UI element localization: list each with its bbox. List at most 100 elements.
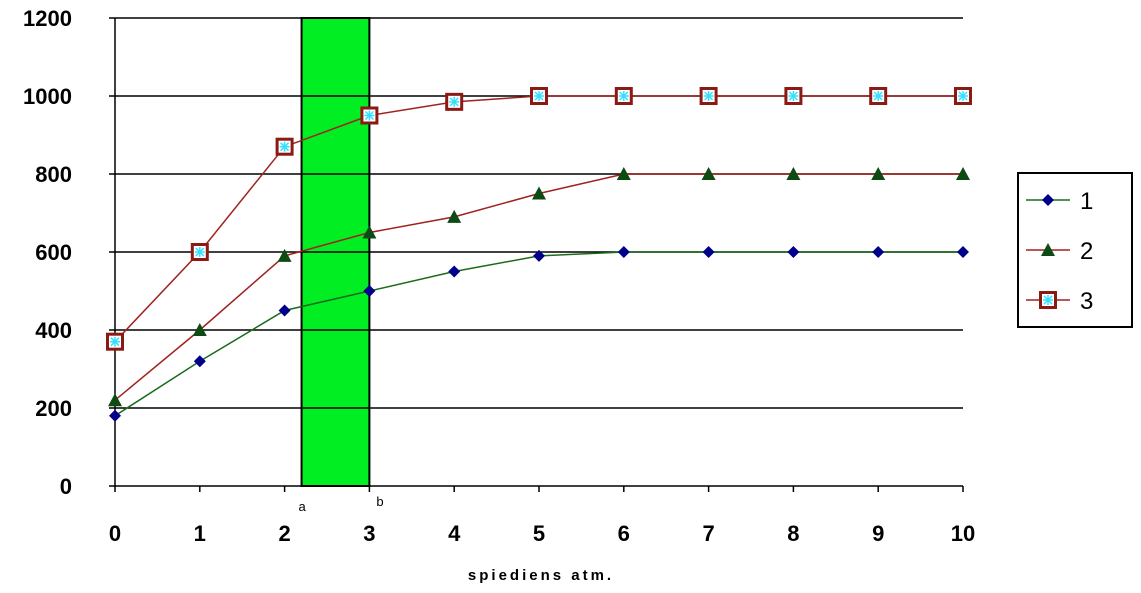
tick-labels: 0 200 400 600 800 1000 1200 0 1 2 3 4 5 6 7 8 9 10 (23, 6, 975, 546)
series-1 (109, 246, 969, 422)
x-tick-label: 0 (109, 521, 121, 546)
x-tick-label: 10 (951, 521, 975, 546)
x-tick-label: 9 (872, 521, 884, 546)
x-tick-label: 8 (787, 521, 799, 546)
triangle-marker (956, 167, 970, 180)
x-tick-label: 4 (448, 521, 461, 546)
data-point (106, 332, 124, 351)
data-point (108, 393, 122, 407)
star-stroke (449, 97, 459, 107)
data-point (702, 246, 715, 258)
legend-items: 1 2 3 (1026, 188, 1093, 315)
data-point (109, 409, 121, 422)
x-tick-label: 3 (363, 521, 375, 546)
legend-label: 1 (1080, 188, 1093, 215)
y-tick-label: 1200 (23, 6, 72, 31)
star-stroke (364, 110, 374, 121)
data-point (954, 87, 972, 105)
x-tick-label: 2 (278, 521, 290, 546)
series-line (114, 173, 963, 401)
data-point (871, 167, 886, 180)
legend-label: 2 (1080, 238, 1093, 265)
series-layer (106, 87, 972, 422)
x-axis-label: spiediens atm. (468, 567, 614, 584)
triangle-marker (108, 393, 122, 407)
triangle-marker (616, 167, 631, 180)
triangle-marker (532, 186, 546, 200)
data-point (956, 167, 970, 180)
series-line (114, 95, 963, 343)
star-stroke (873, 91, 883, 101)
data-point (193, 355, 206, 368)
legend-entry-3: 3 (1026, 288, 1093, 315)
star-stroke (958, 91, 968, 101)
gridlines (115, 17, 963, 409)
legend-entry-1: 1 (1026, 188, 1093, 215)
data-point (614, 87, 633, 105)
diamond-marker (957, 246, 969, 258)
legend-marker (1042, 194, 1054, 206)
data-point (447, 209, 462, 223)
diamond-marker (363, 285, 376, 297)
legend-label: 3 (1080, 288, 1093, 315)
x-tick-label: 5 (533, 521, 545, 546)
star-stroke (704, 91, 714, 101)
star-stroke (110, 337, 120, 347)
triangle-marker (192, 323, 207, 336)
diamond-marker (617, 246, 630, 258)
data-point (699, 87, 718, 105)
data-point (872, 246, 885, 258)
diamond-marker (533, 249, 545, 262)
data-point (277, 248, 292, 262)
y-tick-label: 600 (35, 240, 72, 265)
x-tick-label: 7 (702, 521, 714, 546)
triangle-marker (786, 167, 801, 180)
series-3 (106, 87, 972, 351)
data-point (360, 106, 379, 125)
diamond-marker (1042, 194, 1054, 206)
band-start-label: a (299, 499, 307, 514)
band-end-label: b (376, 494, 383, 509)
data-point (957, 246, 969, 258)
legend-marker (1041, 243, 1055, 256)
series-2 (108, 167, 970, 407)
data-point (533, 249, 545, 262)
triangle-marker (362, 225, 377, 239)
diamond-marker (109, 409, 121, 422)
data-point (786, 167, 801, 180)
y-tick-label: 400 (35, 318, 72, 343)
data-point (190, 243, 209, 261)
data-point (530, 87, 548, 105)
diamond-marker (702, 246, 715, 258)
axes (109, 17, 964, 492)
triangle-marker (447, 209, 462, 223)
diamond-marker (872, 246, 885, 258)
data-point (787, 246, 800, 258)
diamond-marker (448, 265, 461, 278)
data-point (363, 285, 376, 297)
data-point (701, 167, 716, 180)
star-stroke (619, 91, 629, 101)
data-point (448, 265, 461, 278)
star-stroke (195, 247, 205, 257)
y-tick-label: 1000 (23, 84, 72, 109)
legend-entry-2: 2 (1026, 238, 1093, 265)
star-stroke (280, 142, 290, 152)
star-stroke (534, 91, 544, 101)
triangle-marker (277, 248, 292, 262)
data-point (784, 87, 803, 105)
data-point (275, 137, 294, 156)
x-tick-label: 6 (618, 521, 630, 546)
y-tick-label: 0 (60, 474, 72, 499)
data-point (616, 167, 631, 180)
data-point (617, 246, 630, 258)
x-tick-label: 1 (194, 521, 206, 546)
series-line (114, 251, 963, 417)
triangle-marker (1041, 243, 1055, 256)
triangle-marker (871, 167, 886, 180)
diamond-marker (193, 355, 206, 368)
legend: 1 2 3 (1017, 172, 1133, 328)
data-point (532, 186, 546, 200)
